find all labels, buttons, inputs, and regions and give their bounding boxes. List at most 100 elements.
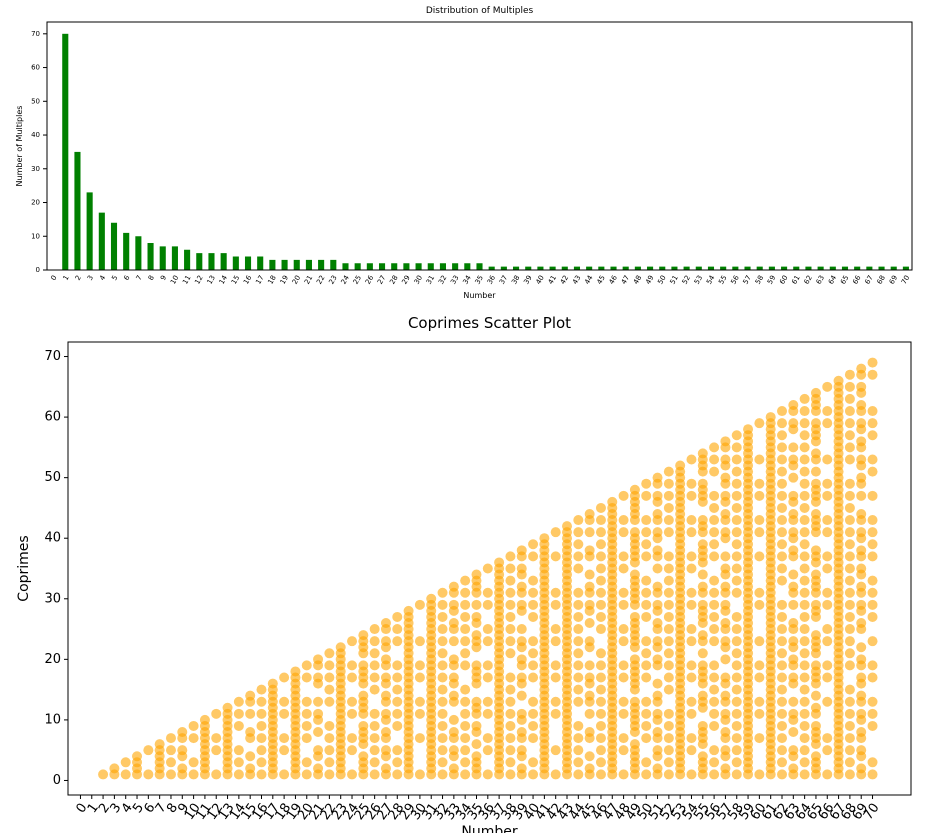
point xyxy=(641,539,652,550)
point xyxy=(392,769,403,780)
point xyxy=(550,696,561,707)
point xyxy=(788,599,799,610)
x-tick-label: 19 xyxy=(279,274,290,286)
point xyxy=(629,484,640,495)
point xyxy=(369,720,380,731)
point xyxy=(663,745,674,756)
x-tick-label: 18 xyxy=(266,274,277,286)
point xyxy=(301,660,312,671)
point xyxy=(856,472,867,483)
point xyxy=(641,672,652,683)
point xyxy=(528,672,539,683)
point xyxy=(550,599,561,610)
point xyxy=(460,611,471,622)
point xyxy=(867,696,878,707)
point xyxy=(686,599,697,610)
point xyxy=(573,527,584,538)
point xyxy=(822,406,833,417)
point xyxy=(595,575,606,586)
point xyxy=(731,757,742,768)
point xyxy=(856,363,867,374)
bar xyxy=(415,263,422,270)
point xyxy=(573,611,584,622)
point xyxy=(799,563,810,574)
point xyxy=(347,733,358,744)
point xyxy=(380,690,391,701)
point xyxy=(731,502,742,513)
point xyxy=(743,424,754,435)
point xyxy=(686,454,697,465)
point xyxy=(867,672,878,683)
point xyxy=(494,557,505,568)
point xyxy=(844,478,855,489)
point xyxy=(256,757,267,768)
point xyxy=(471,720,482,731)
point xyxy=(844,745,855,756)
point xyxy=(618,708,629,719)
point xyxy=(437,745,448,756)
point xyxy=(618,490,629,501)
point xyxy=(245,708,256,719)
point xyxy=(380,672,391,683)
point xyxy=(290,666,301,677)
point xyxy=(347,696,358,707)
point xyxy=(392,636,403,647)
bar xyxy=(318,259,325,270)
bar xyxy=(305,259,312,270)
point xyxy=(403,605,414,616)
point xyxy=(562,521,573,532)
point xyxy=(856,763,867,774)
point xyxy=(799,636,810,647)
point xyxy=(528,720,539,731)
bar xyxy=(805,266,812,270)
point xyxy=(641,515,652,526)
point xyxy=(199,714,210,725)
point xyxy=(392,684,403,695)
bar xyxy=(902,266,909,270)
point xyxy=(822,527,833,538)
point xyxy=(618,745,629,756)
point xyxy=(709,599,720,610)
point xyxy=(573,757,584,768)
bar xyxy=(683,266,690,270)
point xyxy=(414,672,425,683)
bar xyxy=(634,266,641,270)
point xyxy=(720,690,731,701)
point xyxy=(584,581,595,592)
point xyxy=(120,769,131,780)
point xyxy=(482,563,493,574)
point xyxy=(516,624,527,635)
point xyxy=(731,563,742,574)
point xyxy=(188,720,199,731)
point xyxy=(595,696,606,707)
point xyxy=(143,745,154,756)
point xyxy=(822,696,833,707)
point xyxy=(731,648,742,659)
point xyxy=(426,593,437,604)
point xyxy=(731,611,742,622)
point xyxy=(369,769,380,780)
point xyxy=(584,569,595,580)
point xyxy=(777,720,788,731)
x-tick-label: 70 xyxy=(900,274,911,286)
bar xyxy=(781,266,788,270)
point xyxy=(686,551,697,562)
point xyxy=(799,757,810,768)
point xyxy=(595,684,606,695)
point xyxy=(528,648,539,659)
point xyxy=(867,515,878,526)
bar xyxy=(756,266,763,270)
point xyxy=(641,720,652,731)
point xyxy=(799,672,810,683)
point xyxy=(799,442,810,453)
point xyxy=(505,575,516,586)
point xyxy=(641,478,652,489)
point xyxy=(380,618,391,629)
point xyxy=(856,708,867,719)
point xyxy=(618,551,629,562)
point xyxy=(618,636,629,647)
bar xyxy=(196,253,203,270)
bar xyxy=(817,266,824,270)
x-tick-label: 60 xyxy=(778,274,789,286)
point xyxy=(505,720,516,731)
